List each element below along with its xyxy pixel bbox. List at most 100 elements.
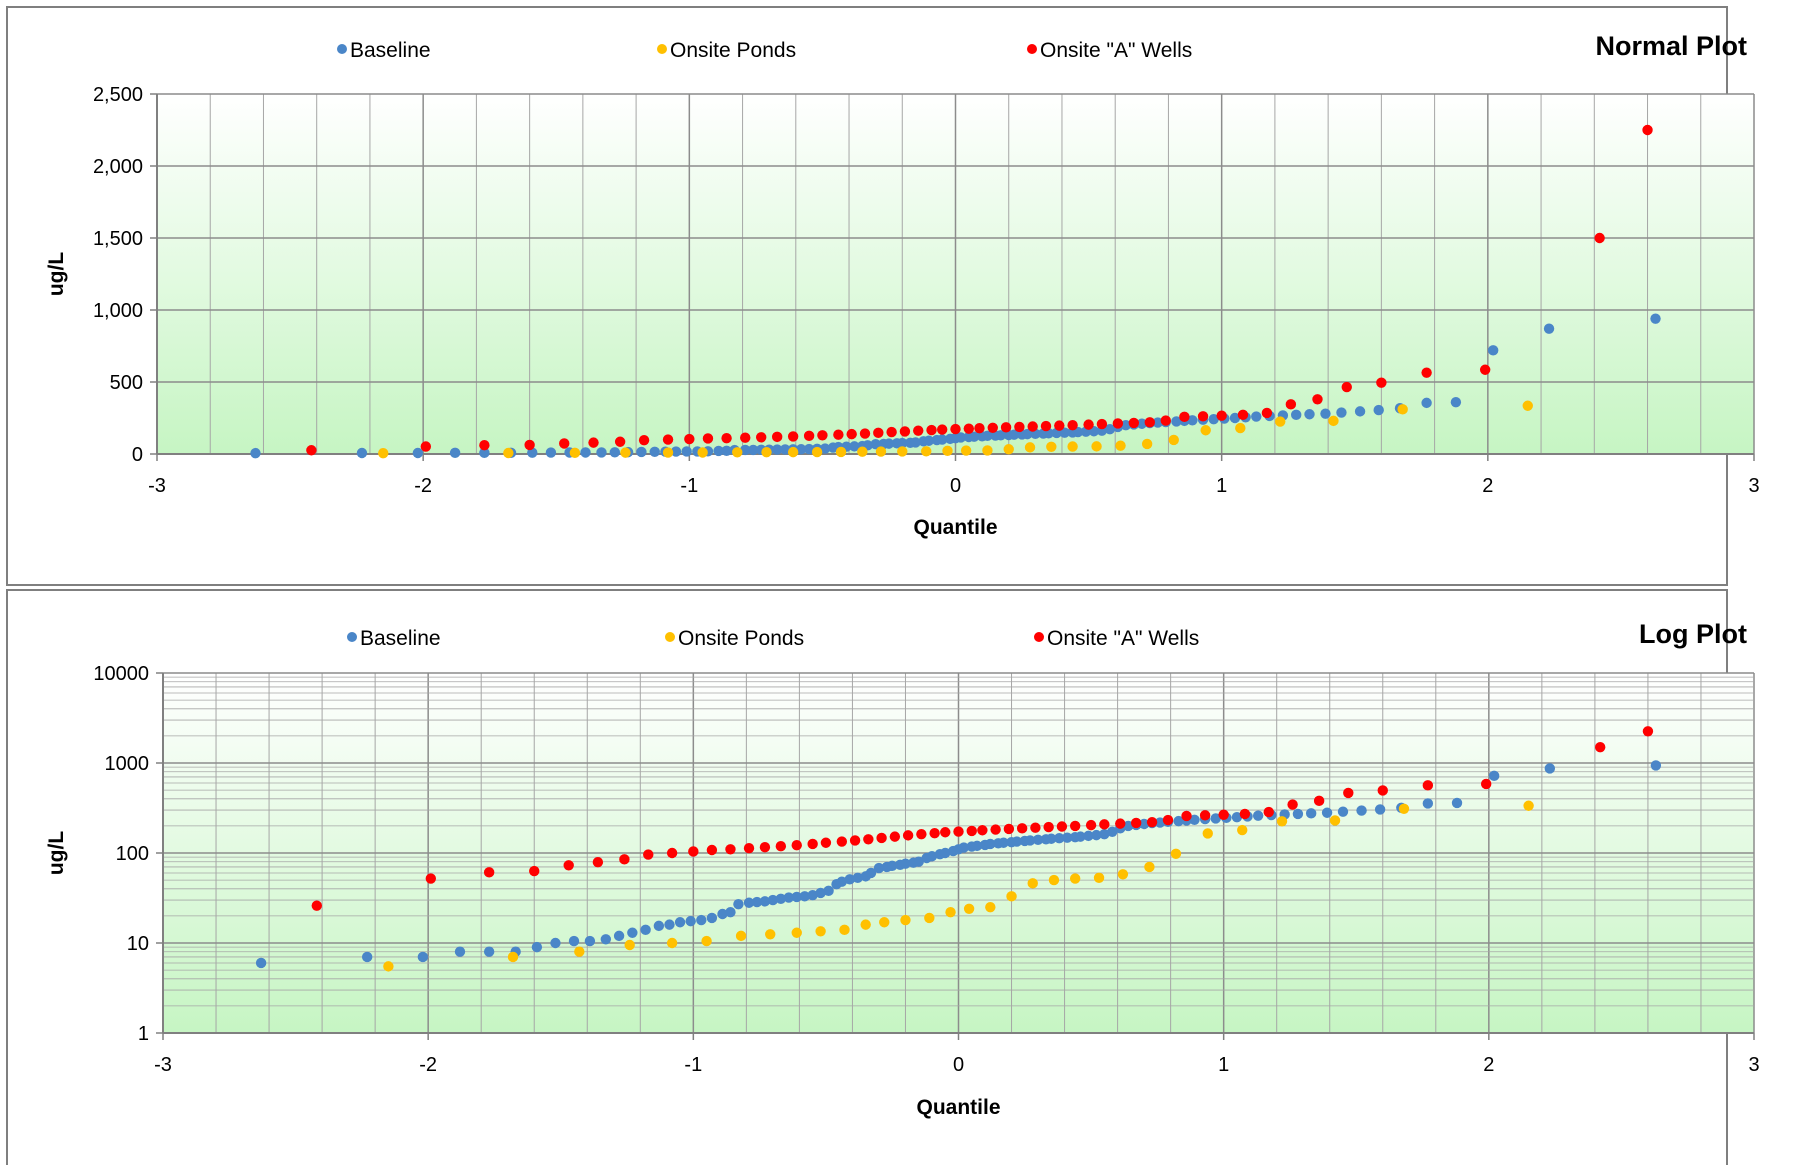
series-onsite-ponds xyxy=(383,800,1534,972)
data-point xyxy=(1179,411,1190,423)
data-point xyxy=(879,917,890,928)
data-point xyxy=(963,903,975,914)
data-point xyxy=(870,439,881,450)
data-point xyxy=(921,446,932,457)
data-point xyxy=(1075,831,1086,842)
data-point xyxy=(701,935,712,947)
data-point xyxy=(787,446,799,458)
data-point xyxy=(1376,377,1387,388)
data-point xyxy=(779,444,791,455)
data-point xyxy=(835,446,847,458)
data-point xyxy=(985,901,996,913)
data-point xyxy=(559,438,570,449)
data-point xyxy=(1231,811,1243,823)
x-axis-title: Quantile xyxy=(913,516,997,539)
data-point xyxy=(664,919,675,930)
data-point xyxy=(846,428,857,440)
data-point xyxy=(483,946,495,957)
data-point xyxy=(568,935,580,947)
log-plot-panel: -3 -2 -1 0 1 2 3 1 10 100 1000 10000 Quantile ug/L Log… xyxy=(6,589,1760,1165)
data-point xyxy=(1374,804,1386,815)
data-point xyxy=(1543,323,1555,334)
data-point xyxy=(592,857,604,868)
data-point xyxy=(1085,819,1097,831)
data-point xyxy=(588,437,599,448)
data-point xyxy=(662,434,674,445)
data-point xyxy=(740,432,751,443)
data-point xyxy=(1216,410,1227,421)
data-point xyxy=(775,893,787,904)
data-point xyxy=(1067,420,1078,431)
x-tick-label: 3 xyxy=(1748,475,1759,497)
legend: Baseline Onsite Ponds Onsite "A" Wells xyxy=(347,627,1199,650)
data-point xyxy=(783,892,794,903)
data-point xyxy=(1067,441,1078,452)
data-point xyxy=(614,436,626,447)
data-point xyxy=(876,832,887,844)
data-point xyxy=(900,914,911,926)
data-point xyxy=(950,423,961,435)
data-point xyxy=(1022,428,1033,440)
x-tick-label: -2 xyxy=(414,475,432,497)
data-point xyxy=(759,841,771,853)
data-point xyxy=(913,856,924,867)
data-point xyxy=(702,433,714,444)
data-point xyxy=(811,446,823,458)
data-point xyxy=(974,423,985,434)
data-point xyxy=(1123,820,1134,832)
data-point xyxy=(771,444,783,455)
data-point xyxy=(836,876,848,887)
data-point xyxy=(945,906,956,918)
data-point xyxy=(844,874,855,885)
data-point xyxy=(449,447,461,459)
data-point xyxy=(1027,878,1038,889)
data-point xyxy=(998,837,1009,848)
data-point xyxy=(666,937,678,949)
data-point xyxy=(721,445,732,457)
series-onsite-ponds xyxy=(378,400,1533,459)
data-point xyxy=(833,429,844,440)
data-point xyxy=(839,924,850,936)
data-point xyxy=(580,447,591,458)
data-point xyxy=(596,447,607,458)
data-point xyxy=(1239,808,1251,820)
data-point xyxy=(860,919,871,930)
data-point xyxy=(1024,835,1036,846)
data-point xyxy=(1043,821,1054,833)
data-point xyxy=(479,447,490,459)
y-tick-label: 0 xyxy=(132,444,143,466)
data-point xyxy=(819,443,831,454)
data-point xyxy=(859,428,871,439)
data-point xyxy=(886,426,897,438)
data-point xyxy=(306,445,317,456)
data-point xyxy=(706,844,718,856)
normal-plot-panel: -3 -2 -1 0 1 2 3 0 500 1,000 1,500 2,000 2,500 Quanti… xyxy=(6,6,1760,586)
x-tick-label: -3 xyxy=(154,1054,172,1076)
legend: Baseline Onsite Ponds Onsite "A" Wells xyxy=(337,39,1192,62)
data-point xyxy=(1096,418,1108,430)
data-point xyxy=(936,434,948,445)
data-point xyxy=(1187,415,1198,426)
data-point xyxy=(1321,807,1333,818)
data-point xyxy=(584,935,596,947)
data-point xyxy=(1162,814,1174,826)
data-point xyxy=(1356,805,1367,816)
data-point xyxy=(1650,760,1662,771)
data-point xyxy=(1594,232,1605,244)
data-point xyxy=(1128,417,1140,429)
data-point xyxy=(1112,418,1124,429)
data-point xyxy=(929,827,940,839)
data-point xyxy=(1263,806,1274,818)
data-point xyxy=(887,860,898,872)
data-point xyxy=(807,889,818,901)
data-point xyxy=(982,430,993,442)
data-point xyxy=(765,929,776,940)
data-point xyxy=(1421,397,1432,409)
data-point xyxy=(550,937,561,949)
x-tick-label: 0 xyxy=(953,1054,964,1076)
data-point xyxy=(1237,824,1248,836)
data-point xyxy=(1069,873,1081,884)
data-point xyxy=(1146,816,1158,828)
data-point xyxy=(791,840,802,851)
data-point xyxy=(955,432,967,443)
